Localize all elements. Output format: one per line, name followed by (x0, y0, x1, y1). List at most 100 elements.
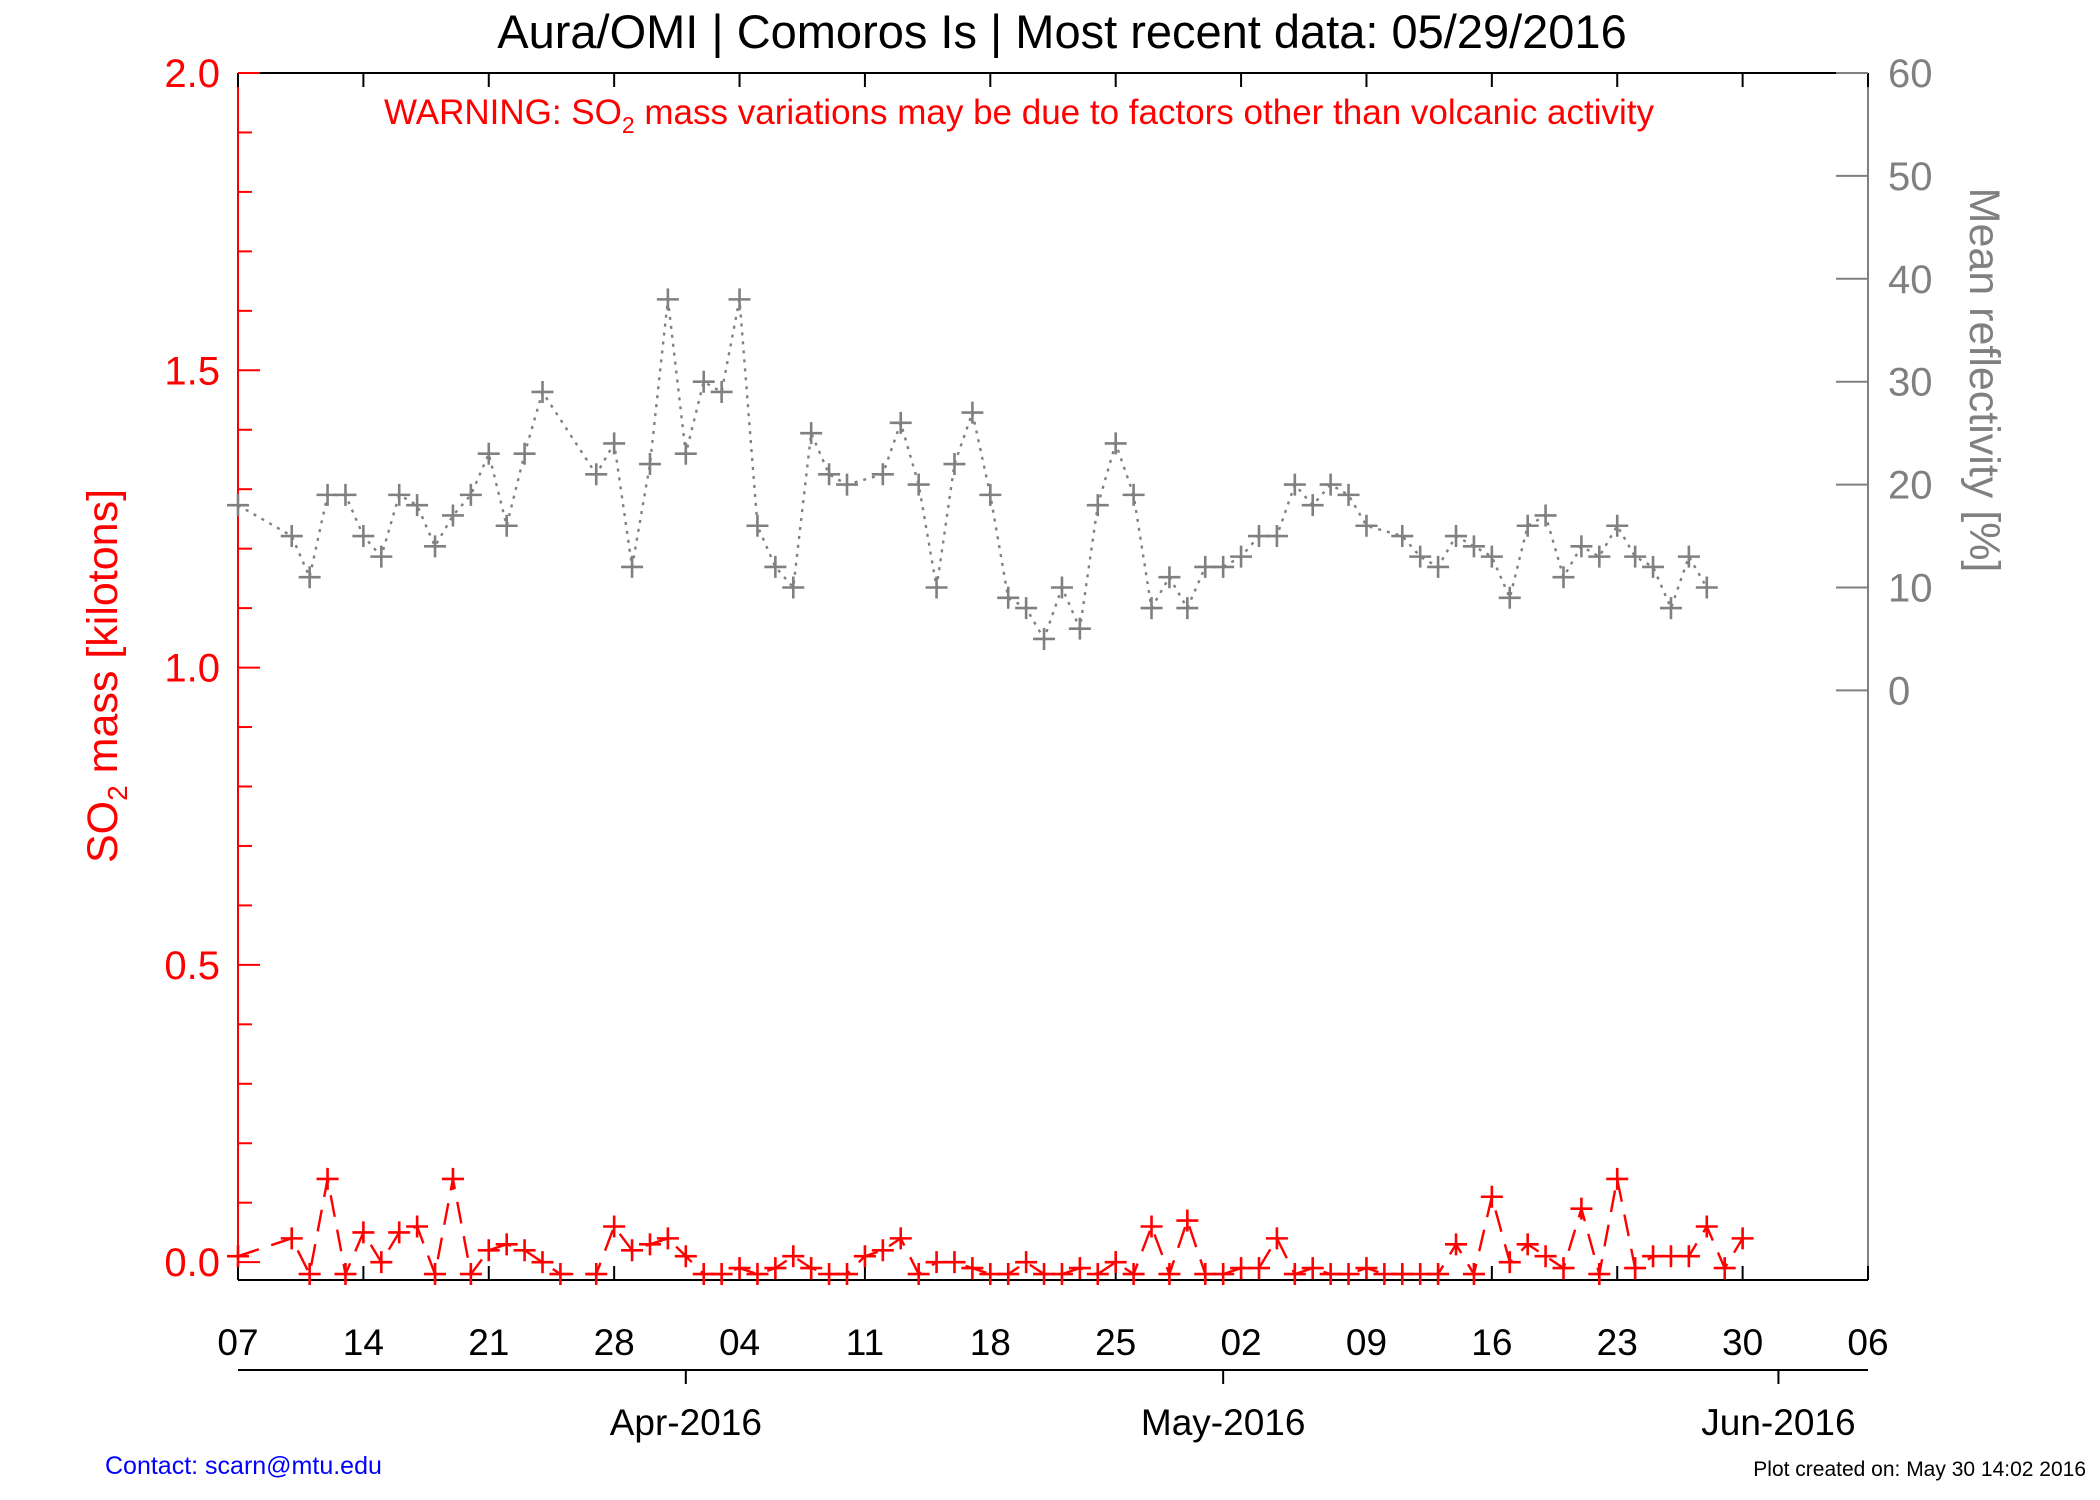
so2-marker (459, 1263, 482, 1286)
reflectivity-marker (1265, 525, 1288, 548)
so2-marker (585, 1263, 608, 1286)
so2-marker (316, 1167, 339, 1190)
reflectivity-marker (1462, 535, 1485, 558)
reflectivity-marker (710, 380, 733, 403)
so2-marker (943, 1251, 966, 1274)
so2-marker (638, 1233, 661, 1256)
so2-marker (1265, 1227, 1288, 1250)
reflectivity-marker (1283, 473, 1306, 496)
right-axis-ticks (1836, 72, 1868, 692)
reflectivity-marker (603, 432, 626, 455)
so2-marker (800, 1257, 823, 1280)
so2-marker (1588, 1263, 1611, 1286)
reflectivity-marker (997, 586, 1020, 609)
reflectivity-marker (1642, 555, 1665, 578)
series-mean-reflectivity (227, 288, 1718, 650)
reflectivity-marker (1050, 576, 1073, 599)
reflectivity-marker (782, 576, 805, 599)
so2-marker (1570, 1197, 1593, 1220)
month-labels: Apr-2016 May-2016 Jun-2016 (610, 1402, 1856, 1443)
right-tick-label: 50 (1888, 155, 1933, 199)
reflectivity-marker (424, 535, 447, 558)
reflectivity-marker (836, 473, 859, 496)
right-axis-title: Mean reflectivity [%] (1960, 188, 2008, 573)
left-axis-ticks (238, 72, 260, 1264)
so2-marker (997, 1263, 1020, 1286)
contact-text[interactable]: Contact: scarn@mtu.edu (105, 1452, 382, 1480)
right-axis-labels: 0 10 20 30 40 50 60 (1888, 52, 1933, 713)
so2-marker (764, 1257, 787, 1280)
reflectivity-marker (495, 514, 518, 537)
reflectivity-marker (638, 453, 661, 476)
so2-marker (298, 1263, 321, 1286)
so2-marker (871, 1239, 894, 1262)
month-ticks (684, 1370, 1780, 1384)
warning-text: WARNING: SO2 mass variations may be due … (384, 93, 1655, 138)
so2-marker (1158, 1263, 1181, 1286)
x-day-label: 09 (1346, 1322, 1387, 1363)
x-top-ticks (237, 73, 1869, 87)
reflectivity-marker (334, 483, 357, 506)
so2-marker (406, 1215, 429, 1238)
so2-marker (853, 1245, 876, 1268)
x-day-label: 16 (1471, 1322, 1512, 1363)
reflectivity-marker (1015, 597, 1038, 620)
so2-marker (1086, 1263, 1109, 1286)
reflectivity-marker (764, 555, 787, 578)
reflectivity-marker (298, 566, 321, 589)
so2-marker (441, 1167, 464, 1190)
reflectivity-marker (1445, 525, 1468, 548)
so2-marker (1140, 1215, 1163, 1238)
month-label: Jun-2016 (1701, 1402, 1855, 1443)
left-axis-title-suffix: mass [kilotons] (79, 489, 127, 785)
reflectivity-marker (477, 442, 500, 465)
x-day-label: 04 (719, 1322, 760, 1363)
so2-marker (1122, 1263, 1145, 1286)
x-day-label: 11 (846, 1322, 884, 1363)
reflectivity-marker (1122, 483, 1145, 506)
so2-marker (227, 1245, 249, 1268)
reflectivity-marker (1068, 617, 1091, 640)
month-label: Apr-2016 (610, 1402, 762, 1443)
reflectivity-marker (621, 555, 644, 578)
so2-marker (1301, 1257, 1324, 1280)
reflectivity-marker (1104, 432, 1127, 455)
so2-marker (1606, 1167, 1629, 1190)
so2-marker (1677, 1245, 1700, 1268)
so2-marker (1498, 1251, 1521, 1274)
reflectivity-marker (227, 494, 249, 517)
reflectivity-marker (280, 525, 303, 548)
so2-marker (1462, 1263, 1485, 1286)
plot-frame (237, 72, 1869, 1281)
reflectivity-marker (1158, 566, 1181, 589)
reflectivity-marker (818, 463, 841, 486)
reflectivity-marker (1391, 525, 1414, 548)
reflectivity-marker (1337, 483, 1360, 506)
so2-marker (513, 1239, 536, 1262)
warning-prefix: WARNING: SO (384, 93, 622, 132)
left-tick-label: 0.5 (164, 944, 220, 988)
x-day-label: 25 (1095, 1322, 1136, 1363)
warning-subscript: 2 (622, 112, 635, 138)
so2-marker (1176, 1209, 1199, 1232)
so2-marker (728, 1257, 751, 1280)
reflectivity-marker (441, 504, 464, 527)
reflectivity-marker (925, 576, 948, 599)
left-tick-label: 2.0 (164, 52, 220, 96)
so2-marker (1713, 1257, 1736, 1280)
reflectivity-marker (1695, 576, 1718, 599)
x-day-label: 30 (1722, 1322, 1763, 1363)
reflectivity-marker (1409, 545, 1432, 568)
so2-marker (549, 1263, 572, 1286)
so2-marker (334, 1263, 357, 1286)
so2-marker (1731, 1227, 1754, 1250)
so2-marker (1695, 1215, 1718, 1238)
so2-marker (889, 1227, 912, 1250)
so2-marker (1552, 1257, 1575, 1280)
reflectivity-marker (513, 442, 536, 465)
reflectivity-marker (531, 380, 554, 403)
x-day-label: 23 (1597, 1322, 1638, 1363)
so2-marker (1337, 1263, 1360, 1286)
reflectivity-marker (1624, 545, 1647, 568)
